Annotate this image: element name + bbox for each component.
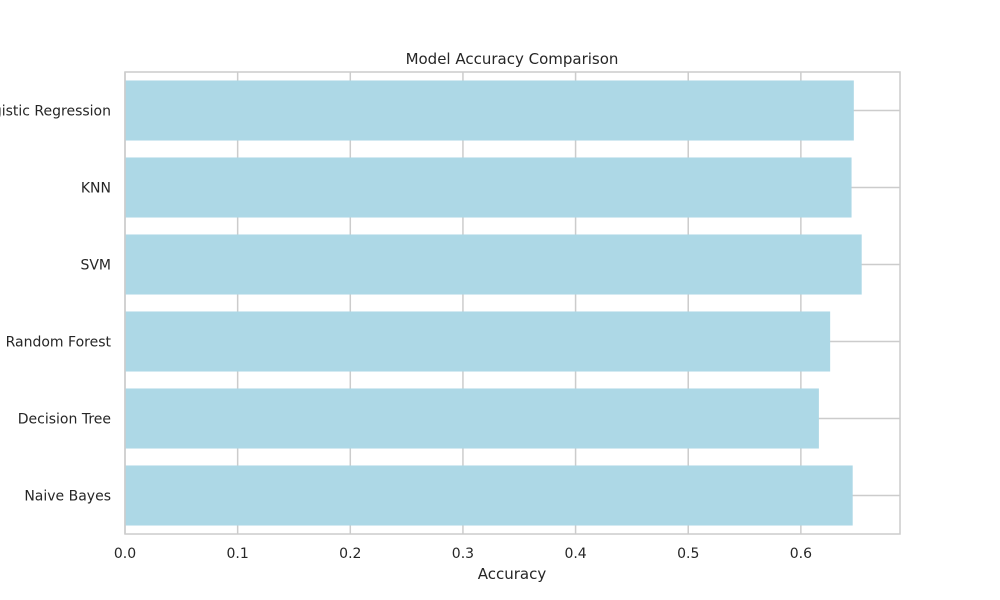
bar bbox=[125, 80, 854, 141]
y-tick-label: Decision Tree bbox=[18, 412, 111, 428]
x-tick-label: 0.5 bbox=[677, 546, 699, 562]
plot-frame bbox=[124, 71, 901, 535]
x-tick-label: 0.2 bbox=[339, 546, 361, 562]
grid-lines bbox=[124, 72, 900, 534]
x-tick-label: 0.4 bbox=[564, 546, 586, 562]
y-tick-label: SVM bbox=[80, 258, 111, 274]
x-tick-label: 0.0 bbox=[114, 546, 136, 562]
bar bbox=[125, 157, 852, 218]
bar bbox=[125, 311, 831, 372]
x-tick-label: 0.3 bbox=[452, 546, 474, 562]
y-tick-label: Random Forest bbox=[6, 335, 112, 351]
y-tick-label: Naive Bayes bbox=[24, 489, 111, 505]
y-tick-label: Logistic Regression bbox=[0, 104, 111, 120]
bar bbox=[125, 234, 862, 295]
x-tick-label: 0.6 bbox=[790, 546, 812, 562]
y-tick-labels: Logistic Regression KNN SVM Random Forest De… bbox=[0, 104, 111, 505]
chart-title: Model Accuracy Comparison bbox=[406, 50, 619, 68]
x-tick-labels: 0.0 0.1 0.2 0.3 0.4 0.5 0.6 bbox=[114, 546, 812, 562]
bar bbox=[125, 388, 819, 449]
bar bbox=[125, 465, 853, 526]
y-tick-label: KNN bbox=[81, 181, 111, 197]
x-axis-label: Accuracy bbox=[478, 565, 547, 583]
x-tick-label: 0.1 bbox=[227, 546, 249, 562]
bars bbox=[125, 80, 862, 526]
